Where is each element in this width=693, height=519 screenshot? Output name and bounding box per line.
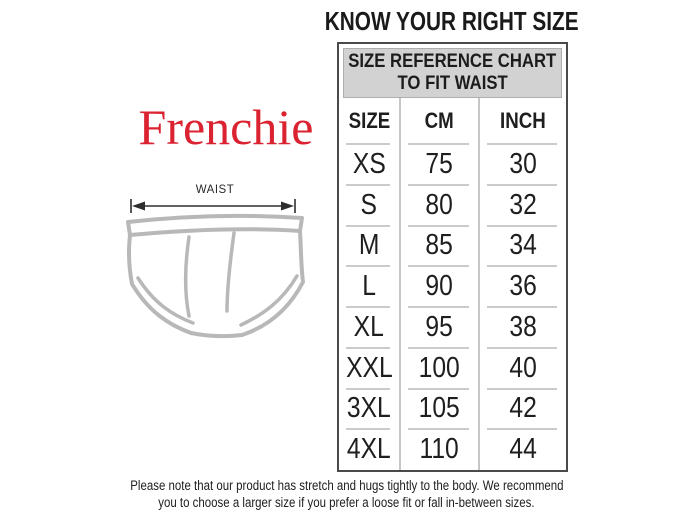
inch-value: 44 [480, 428, 566, 470]
cm-value: 85 [401, 224, 480, 267]
inch-value: 30 [480, 143, 566, 185]
size-value: XL [339, 306, 401, 348]
cm-value: 75 [401, 143, 480, 185]
size-value: M [339, 224, 401, 267]
table-grid: SIZE CM INCH XS 75 30 S 80 32 M 85 34 L [339, 98, 566, 470]
size-value: XXL [339, 346, 401, 389]
size-value: 3XL [339, 387, 401, 430]
size-value: L [339, 265, 401, 307]
cm-value: 105 [401, 387, 480, 430]
disclaimer-line1: Please note that our product has stretch… [129, 478, 564, 493]
waist-measure-label: WAIST [195, 184, 235, 196]
table-header-line1: SIZE REFERENCE CHART [348, 51, 557, 72]
column-header-inch: INCH [500, 108, 546, 133]
cm-value: 80 [401, 183, 480, 226]
inch-value: 32 [480, 183, 566, 226]
measure-arrow-icon [130, 199, 296, 213]
size-reference-table: SIZE REFERENCE CHART TO FIT WAIST SIZE C… [337, 42, 568, 472]
cm-value: 100 [401, 346, 480, 389]
column-header-cm: CM [401, 98, 480, 144]
brief-outline-icon [126, 213, 305, 339]
cm-value: 95 [401, 306, 480, 348]
size-value: XS [339, 143, 401, 185]
inch-value: 42 [480, 387, 566, 430]
cm-value: 110 [401, 428, 480, 470]
brief-underwear-diagram [126, 199, 305, 339]
inch-value: 34 [480, 224, 566, 267]
page-title-text: KNOW YOUR RIGHT SIZE [325, 6, 579, 36]
cm-value: 90 [401, 265, 480, 307]
table-header-band: SIZE REFERENCE CHART TO FIT WAIST [343, 48, 562, 98]
disclaimer-line2: you to choose a larger size if you prefe… [158, 495, 535, 510]
size-value: S [339, 183, 401, 226]
column-header-size: SIZE [339, 98, 401, 144]
page-title: KNOW YOUR RIGHT SIZE [252, 6, 652, 37]
disclaimer-note: Please note that our product has stretch… [0, 477, 693, 511]
inch-value: 36 [480, 265, 566, 307]
inch-value: 38 [480, 306, 566, 348]
brand-logo-text: Frenchie [138, 99, 314, 155]
inch-value: 40 [480, 346, 566, 389]
brand-logo: Frenchie [116, 100, 336, 154]
table-header-line2: TO FIT WAIST [397, 73, 508, 94]
size-value: 4XL [339, 428, 401, 470]
